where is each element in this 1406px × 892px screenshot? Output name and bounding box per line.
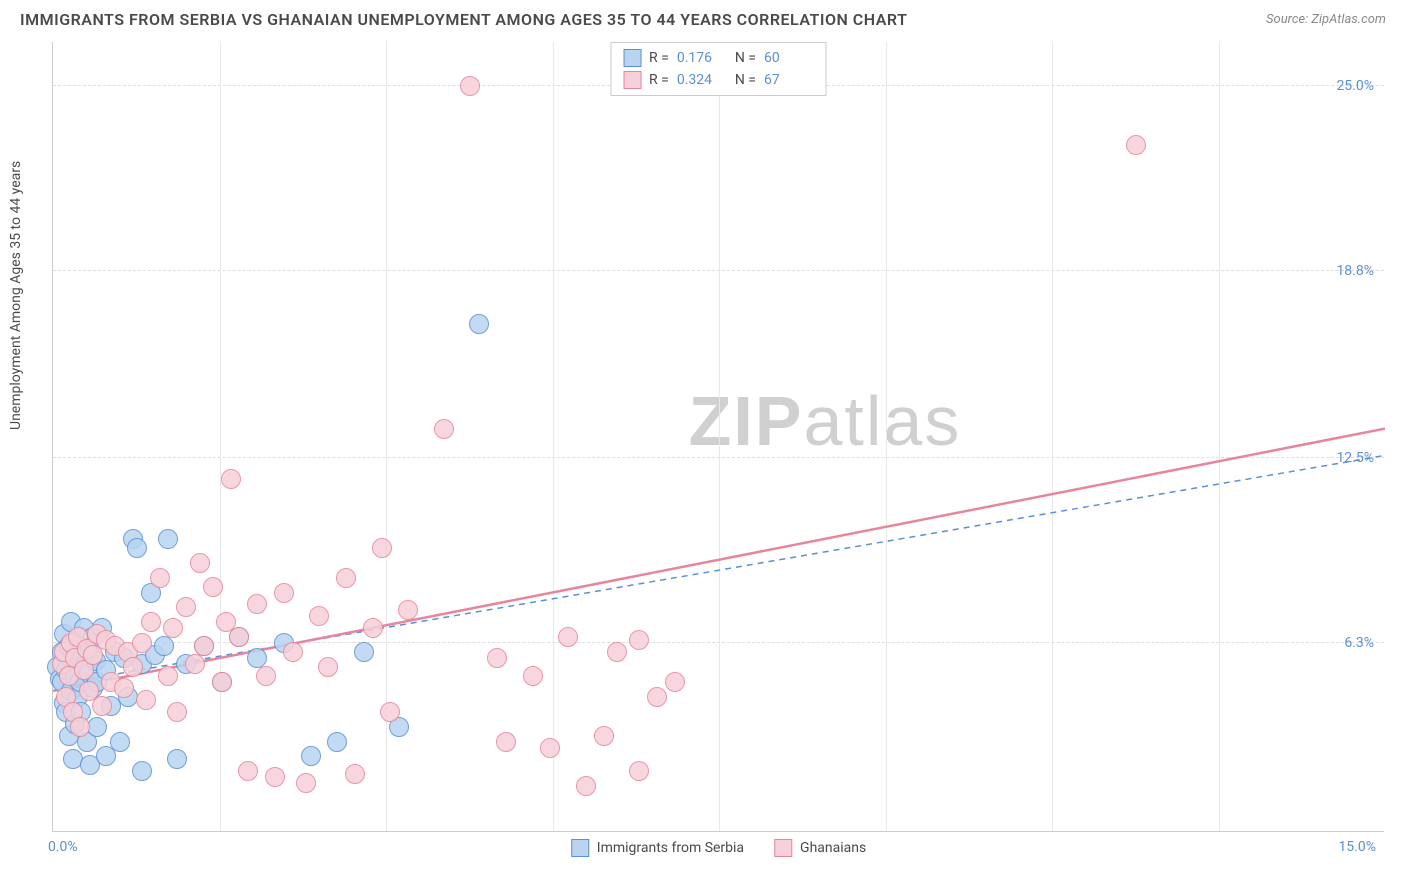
stat-r-label: R = — [649, 72, 669, 88]
data-point — [594, 726, 614, 746]
data-point — [221, 469, 241, 489]
stats-row: R = 0.324 N = 67 — [623, 69, 814, 91]
data-point — [345, 764, 365, 784]
data-point — [87, 717, 107, 737]
data-point — [123, 657, 143, 677]
data-point — [274, 583, 294, 603]
data-point — [318, 657, 338, 677]
data-point — [265, 767, 285, 787]
legend-swatch — [774, 839, 792, 857]
stat-n-label: N = — [735, 72, 756, 88]
data-point — [190, 553, 210, 573]
data-point — [150, 568, 170, 588]
y-axis-label: Unemployment Among Ages 35 to 44 years — [8, 161, 24, 430]
data-point — [576, 776, 596, 796]
legend-swatch — [571, 839, 589, 857]
data-point — [540, 738, 560, 758]
data-point — [558, 627, 578, 647]
stat-r-value: 0.176 — [677, 50, 727, 66]
data-point — [158, 666, 178, 686]
stats-row: R = 0.176 N = 60 — [623, 47, 814, 69]
chart-title: IMMIGRANTS FROM SERBIA VS GHANAIAN UNEMP… — [20, 10, 907, 29]
data-point — [158, 529, 178, 549]
series-legend: Immigrants from Serbia Ghanaians — [571, 839, 866, 857]
scatter-chart: ZIPatlas 6.3%12.5%18.8%25.0%0.0%15.0%R =… — [52, 42, 1384, 832]
legend-label: Ghanaians — [800, 840, 866, 856]
data-point — [163, 618, 183, 638]
data-point — [647, 687, 667, 707]
data-point — [176, 597, 196, 617]
data-point — [247, 594, 267, 614]
data-point — [607, 642, 627, 662]
data-point — [70, 717, 90, 737]
data-point — [629, 761, 649, 781]
stat-n-value: 67 — [764, 72, 814, 88]
data-point — [110, 732, 130, 752]
data-point — [167, 749, 187, 769]
legend-swatch — [623, 71, 641, 89]
data-point — [114, 678, 134, 698]
data-point — [372, 538, 392, 558]
data-point — [167, 702, 187, 722]
trend-lines — [53, 41, 1385, 831]
data-point — [469, 314, 489, 334]
data-point — [238, 761, 258, 781]
data-point — [301, 746, 321, 766]
data-point — [354, 642, 374, 662]
data-point — [132, 633, 152, 653]
data-point — [523, 666, 543, 686]
data-point — [327, 732, 347, 752]
data-point — [185, 654, 205, 674]
data-point — [203, 577, 223, 597]
data-point — [256, 666, 276, 686]
data-point — [212, 672, 232, 692]
data-point — [141, 612, 161, 632]
data-point — [380, 702, 400, 722]
data-point — [336, 568, 356, 588]
stat-n-value: 60 — [764, 50, 814, 66]
data-point — [434, 419, 454, 439]
x-tick-label-min: 0.0% — [48, 839, 78, 855]
stat-n-label: N = — [735, 50, 756, 66]
data-point — [309, 606, 329, 626]
data-point — [629, 630, 649, 650]
chart-header: IMMIGRANTS FROM SERBIA VS GHANAIAN UNEMP… — [0, 0, 1406, 37]
data-point — [487, 648, 507, 668]
data-point — [460, 76, 480, 96]
data-point — [132, 761, 152, 781]
data-point — [229, 627, 249, 647]
data-point — [136, 690, 156, 710]
data-point — [363, 618, 383, 638]
data-point — [496, 732, 516, 752]
data-point — [194, 636, 214, 656]
legend-item: Immigrants from Serbia — [571, 839, 744, 857]
legend-swatch — [623, 49, 641, 67]
data-point — [154, 636, 174, 656]
data-point — [92, 696, 112, 716]
data-point — [665, 672, 685, 692]
data-point — [283, 642, 303, 662]
chart-source: Source: ZipAtlas.com — [1266, 12, 1386, 27]
stats-legend: R = 0.176 N = 60 R = 0.324 N = 67 — [610, 42, 827, 96]
data-point — [127, 538, 147, 558]
data-point — [1126, 135, 1146, 155]
data-point — [398, 600, 418, 620]
legend-label: Immigrants from Serbia — [597, 840, 744, 856]
x-tick-label-max: 15.0% — [1338, 839, 1376, 855]
stat-r-label: R = — [649, 50, 669, 66]
stat-r-value: 0.324 — [677, 72, 727, 88]
legend-item: Ghanaians — [774, 839, 866, 857]
data-point — [296, 773, 316, 793]
